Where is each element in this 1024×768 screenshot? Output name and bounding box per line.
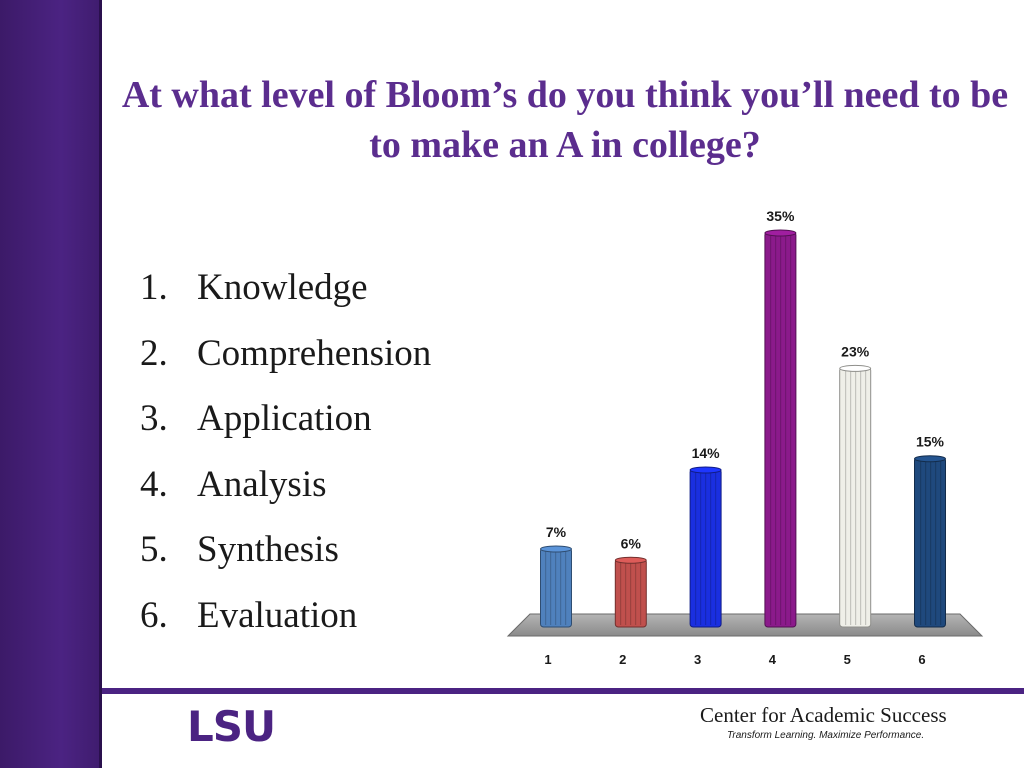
lsu-logo: LSU: [187, 705, 276, 745]
x-tick-label: 5: [844, 652, 851, 667]
data-label: 14%: [692, 445, 721, 461]
option-label: Knowledge: [197, 267, 368, 308]
x-tick-label: 2: [619, 652, 626, 667]
bar-texture: [841, 370, 869, 625]
bar-cap: [614, 556, 647, 564]
option-number: 4.: [140, 463, 168, 505]
option-label: Comprehension: [197, 332, 432, 374]
bar-cap: [914, 455, 946, 463]
tagline: Transform Learning. Maximize Performance…: [727, 730, 925, 741]
lsu-logo-text: LSU: [187, 705, 275, 745]
x-tick-label: 6: [918, 652, 925, 667]
x-tick-label: 4: [769, 652, 777, 667]
bar-texture: [617, 562, 645, 625]
data-label: 6%: [621, 535, 642, 551]
option-number: 6.: [140, 594, 168, 636]
slide-title: At what level of Bloom’s do you think yo…: [121, 74, 1009, 166]
center-name: Center for Academic Success: [700, 703, 947, 727]
left-purple-band: [0, 0, 102, 768]
bar-texture: [692, 472, 720, 625]
option-label: Analysis: [197, 463, 327, 505]
option-item-2: 2. Comprehension: [140, 321, 431, 387]
option-item-3: 3. Application: [140, 386, 431, 452]
bar-cap: [540, 545, 572, 553]
option-number: 5.: [140, 529, 168, 570]
option-number: 1.: [140, 267, 168, 308]
data-label: 35%: [766, 208, 795, 224]
option-item-6: 6. Evaluation: [140, 583, 431, 649]
option-label: Synthesis: [197, 529, 339, 570]
x-tick-label: 3: [694, 652, 701, 667]
chart-floor: [506, 613, 984, 637]
bar-texture: [916, 460, 944, 625]
bar-texture: [766, 235, 794, 625]
footer-divider: [102, 688, 1024, 694]
option-label: Evaluation: [197, 594, 358, 636]
data-label: 7%: [546, 524, 567, 540]
option-number: 2.: [140, 332, 168, 374]
option-list: 1. Knowledge 2. Comprehension 3. Applicatio…: [140, 255, 431, 648]
option-item-4: 4. Analysis: [140, 452, 431, 518]
option-item-1: 1. Knowledge: [140, 255, 431, 321]
bar-cap: [764, 229, 797, 237]
bar-cap: [839, 364, 872, 372]
x-tick-label: 1: [544, 652, 551, 667]
option-label: Application: [197, 398, 372, 439]
bar-cap: [689, 466, 722, 474]
option-item-5: 5. Synthesis: [140, 517, 431, 583]
bars-group: 7% 6% 14% 35% 23% 15%: [540, 208, 946, 628]
option-number: 3.: [140, 398, 168, 439]
bar-texture: [542, 551, 570, 625]
data-label: 15%: [916, 434, 945, 450]
data-label: 23%: [841, 343, 870, 359]
